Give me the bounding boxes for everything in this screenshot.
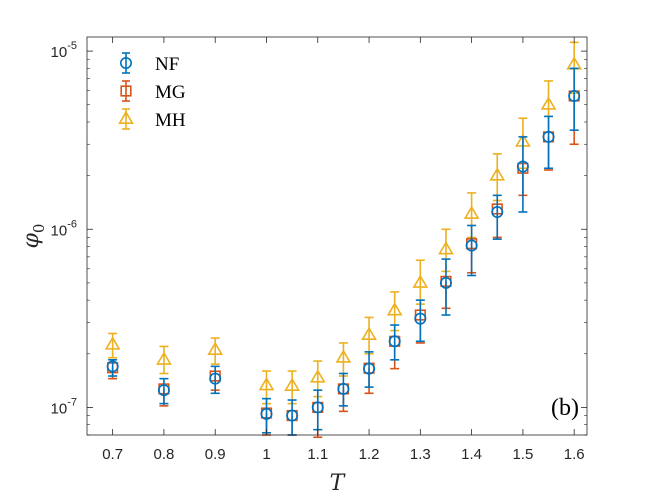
x-tick-label: 0.8 (153, 446, 174, 463)
legend-label-mh: MH (155, 110, 186, 131)
x-tick-label: 1 (262, 446, 270, 463)
data-point (286, 409, 299, 422)
x-tick-label: 1.5 (512, 446, 533, 463)
x-tick-label: 1.1 (307, 446, 328, 463)
data-point (157, 384, 170, 397)
data-point (309, 369, 326, 383)
legend-marker-mh (118, 110, 134, 125)
x-tick-label: 0.7 (102, 446, 123, 463)
data-point (489, 167, 506, 181)
y-tick-label: 10-5 (51, 40, 77, 61)
data-point (491, 205, 504, 218)
axes-layer: 0.7 0.8 0.9 1 1.1 1.2 1.3 1.4 1.5 1.6 10-7 10-6 10-5… (19, 37, 587, 496)
data-point (363, 362, 376, 375)
data-point (258, 376, 275, 391)
legend-marker-nf (120, 56, 133, 69)
data-point (540, 96, 557, 110)
data-point (542, 130, 555, 143)
series-nf (106, 67, 581, 436)
x-tick-label: 1.2 (359, 446, 380, 463)
x-axis-label: T (330, 471, 347, 496)
data-point (465, 239, 478, 252)
data-point (463, 205, 480, 219)
data-point (414, 312, 427, 325)
y-tick-label: 10-6 (51, 218, 77, 239)
data-point (386, 302, 403, 316)
data-point (438, 241, 454, 255)
data-point (311, 401, 324, 414)
data-point (335, 349, 352, 363)
x-tick-label: 1.3 (410, 446, 431, 463)
data-point (284, 377, 300, 391)
panel-label: (b) (551, 395, 579, 421)
data-point (209, 372, 222, 385)
data-point (106, 360, 119, 373)
legend-marker-mg (120, 85, 132, 97)
legend: NF MG MH (118, 52, 186, 131)
data-point (207, 341, 224, 356)
data-point (516, 160, 529, 173)
x-tick-label: 1.6 (564, 446, 585, 463)
x-tick-label: 1.4 (461, 446, 482, 463)
data-point (337, 382, 350, 395)
data-point (439, 276, 452, 289)
series-layer (104, 41, 583, 439)
y-axis-label: φ0 (19, 224, 48, 249)
data-point (412, 274, 429, 288)
x-tick-label: 0.9 (205, 446, 226, 463)
legend-label-mg: MG (155, 82, 186, 103)
data-point (568, 89, 581, 102)
data-point (388, 335, 401, 348)
data-point (156, 351, 172, 365)
plot-area-frame (86, 36, 588, 436)
data-point (361, 326, 377, 340)
data-point (104, 336, 121, 350)
legend-label-nf: NF (155, 54, 179, 75)
data-point (260, 407, 273, 420)
y-tick-label: 10-7 (51, 396, 77, 417)
